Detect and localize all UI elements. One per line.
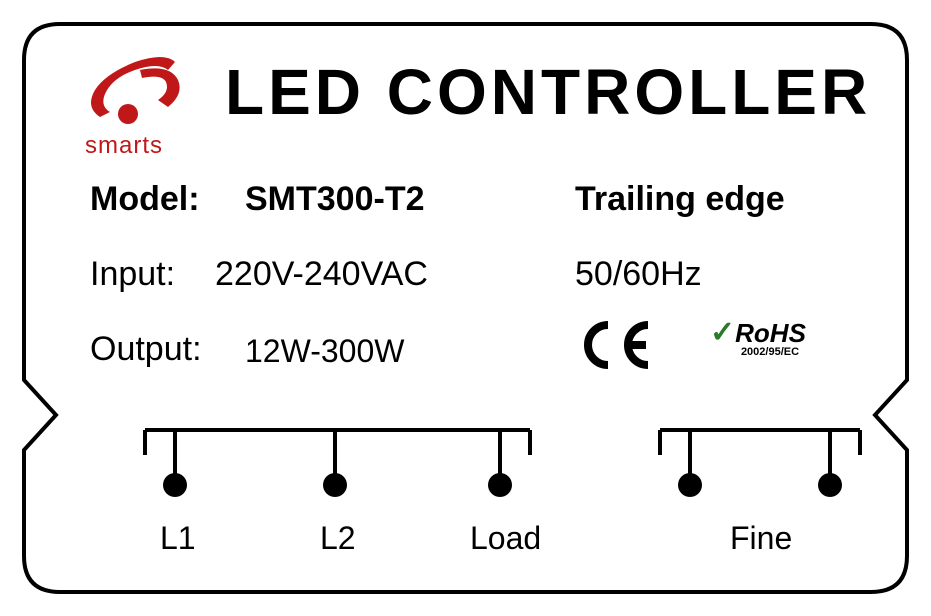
rohs-mark: ✓RoHS 2002/95/EC <box>710 315 830 358</box>
brand-text: smarts <box>85 132 163 160</box>
model-label: Model: <box>90 180 200 219</box>
input-label: Input: <box>90 255 175 294</box>
rohs-prefix: R <box>735 318 754 348</box>
brand-logo: smarts <box>80 52 220 152</box>
edge-type: Trailing edge <box>575 180 785 219</box>
ce-mark <box>580 320 660 381</box>
terminal-load: Load <box>470 520 541 557</box>
terminal-l1: L1 <box>160 520 196 557</box>
smarts-logo-mark <box>80 52 220 137</box>
rohs-check-icon: ✓ <box>710 316 735 349</box>
terminal-fine: Fine <box>730 520 792 557</box>
terminal-diagram: L1 L2 Load Fine <box>80 410 880 570</box>
product-title: LED CONTROLLER <box>225 55 871 129</box>
frequency: 50/60Hz <box>575 255 702 294</box>
output-value: 12W-300W <box>245 333 404 370</box>
input-value: 220V-240VAC <box>215 255 428 294</box>
rohs-suffix: oHS <box>754 318 806 348</box>
label-panel: smarts LED CONTROLLER Model: SMT300-T2 T… <box>20 20 911 596</box>
terminal-l2: L2 <box>320 520 356 557</box>
output-label: Output: <box>90 330 202 369</box>
model-value: SMT300-T2 <box>245 180 425 219</box>
